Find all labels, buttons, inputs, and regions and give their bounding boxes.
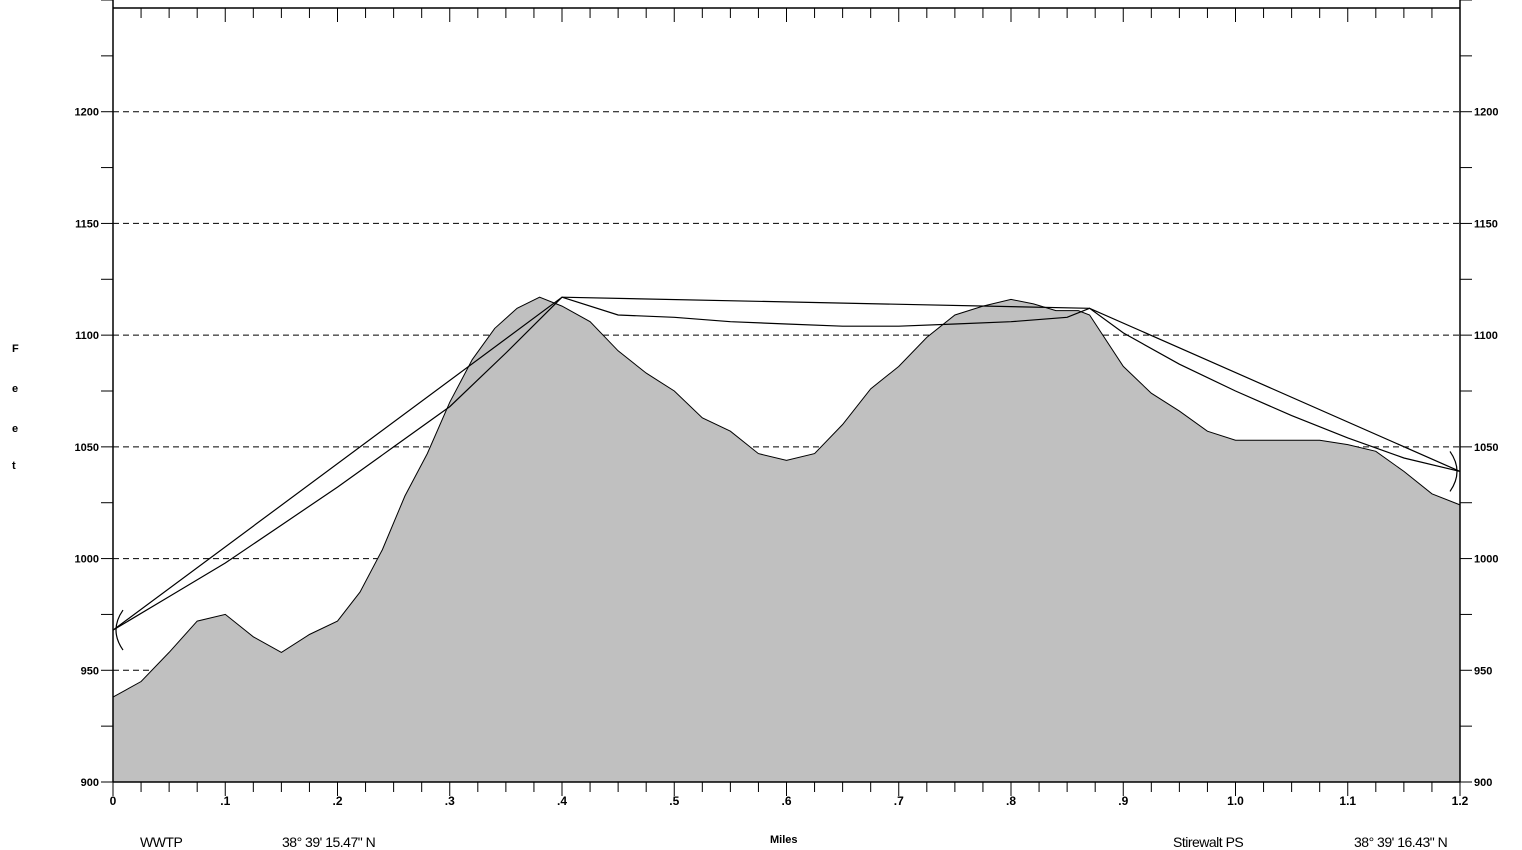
tick-marks: [101, 0, 1472, 796]
x-axis-title: Miles: [770, 834, 798, 846]
x-tick-label: .2: [332, 794, 342, 808]
right-antenna-arc: [1449, 451, 1458, 492]
x-tick-label: 0: [110, 794, 117, 808]
y-axis-title-letter: e: [12, 423, 19, 435]
terrain-area: [112, 296, 1461, 782]
y-tick-label-right: 1100: [1474, 330, 1498, 342]
y-tick-label-right: 1050: [1474, 442, 1498, 454]
y-tick-label-right: 900: [1474, 777, 1492, 789]
y-tick-label-left: 1200: [75, 107, 99, 119]
right-site-name: Stirewalt PS: [1173, 834, 1244, 850]
y-tick-label-left: 900: [81, 777, 99, 789]
x-tick-label: .7: [894, 794, 904, 808]
path-lines: [112, 296, 1461, 631]
y-tick-label-left: 1100: [75, 330, 99, 342]
left-site-coordinate: 38° 39' 15.47" N: [282, 834, 376, 850]
y-axis-title-letter: t: [12, 460, 16, 472]
x-tick-label: .6: [781, 794, 791, 808]
y-tick-label-left: 1050: [75, 442, 99, 454]
x-tick-label: .3: [445, 794, 455, 808]
x-tick-label: 1.1: [1339, 794, 1356, 808]
clearance-line: [112, 296, 1461, 631]
x-tick-label: .4: [557, 794, 567, 808]
x-tick-labels: 0 .1 .2 .3 .4 .5 .6 .7 .8 .9 1.0 1.1 1.2: [110, 794, 1469, 808]
x-tick-label: .5: [669, 794, 679, 808]
line-of-sight: [112, 296, 1461, 631]
x-tick-label: .9: [1118, 794, 1128, 808]
y-axis-title-letter: e: [12, 383, 19, 395]
terrain-fill: [113, 297, 1460, 782]
left-site-name: WWTP: [140, 834, 183, 850]
y-tick-label-right: 1000: [1474, 554, 1498, 566]
terrain-outline: [112, 296, 1461, 698]
y-tick-label-right: 1200: [1474, 107, 1498, 119]
left-antenna-arc: [115, 609, 124, 651]
y-tick-labels: 900 900 950 950 1000 1000 1050 1050 1100 1100 1150…: [75, 107, 1499, 789]
y-tick-label-left: 1150: [75, 218, 99, 230]
y-tick-label-right: 950: [1474, 665, 1492, 677]
antenna-arcs: [115, 451, 1458, 651]
y-tick-label-right: 1150: [1474, 218, 1498, 230]
right-site-coordinate: 38° 39' 16.43" N: [1354, 834, 1448, 850]
x-tick-label: 1.0: [1227, 794, 1244, 808]
y-tick-label-left: 950: [81, 665, 99, 677]
x-tick-label: .8: [1006, 794, 1016, 808]
x-tick-label: .1: [220, 794, 230, 808]
x-tick-label: 1.2: [1452, 794, 1469, 808]
y-tick-label-left: 1000: [75, 554, 99, 566]
y-axis-title-letter: F: [12, 343, 19, 355]
